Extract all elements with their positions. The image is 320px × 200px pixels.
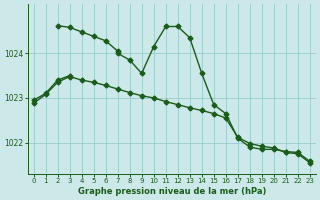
- X-axis label: Graphe pression niveau de la mer (hPa): Graphe pression niveau de la mer (hPa): [77, 187, 266, 196]
